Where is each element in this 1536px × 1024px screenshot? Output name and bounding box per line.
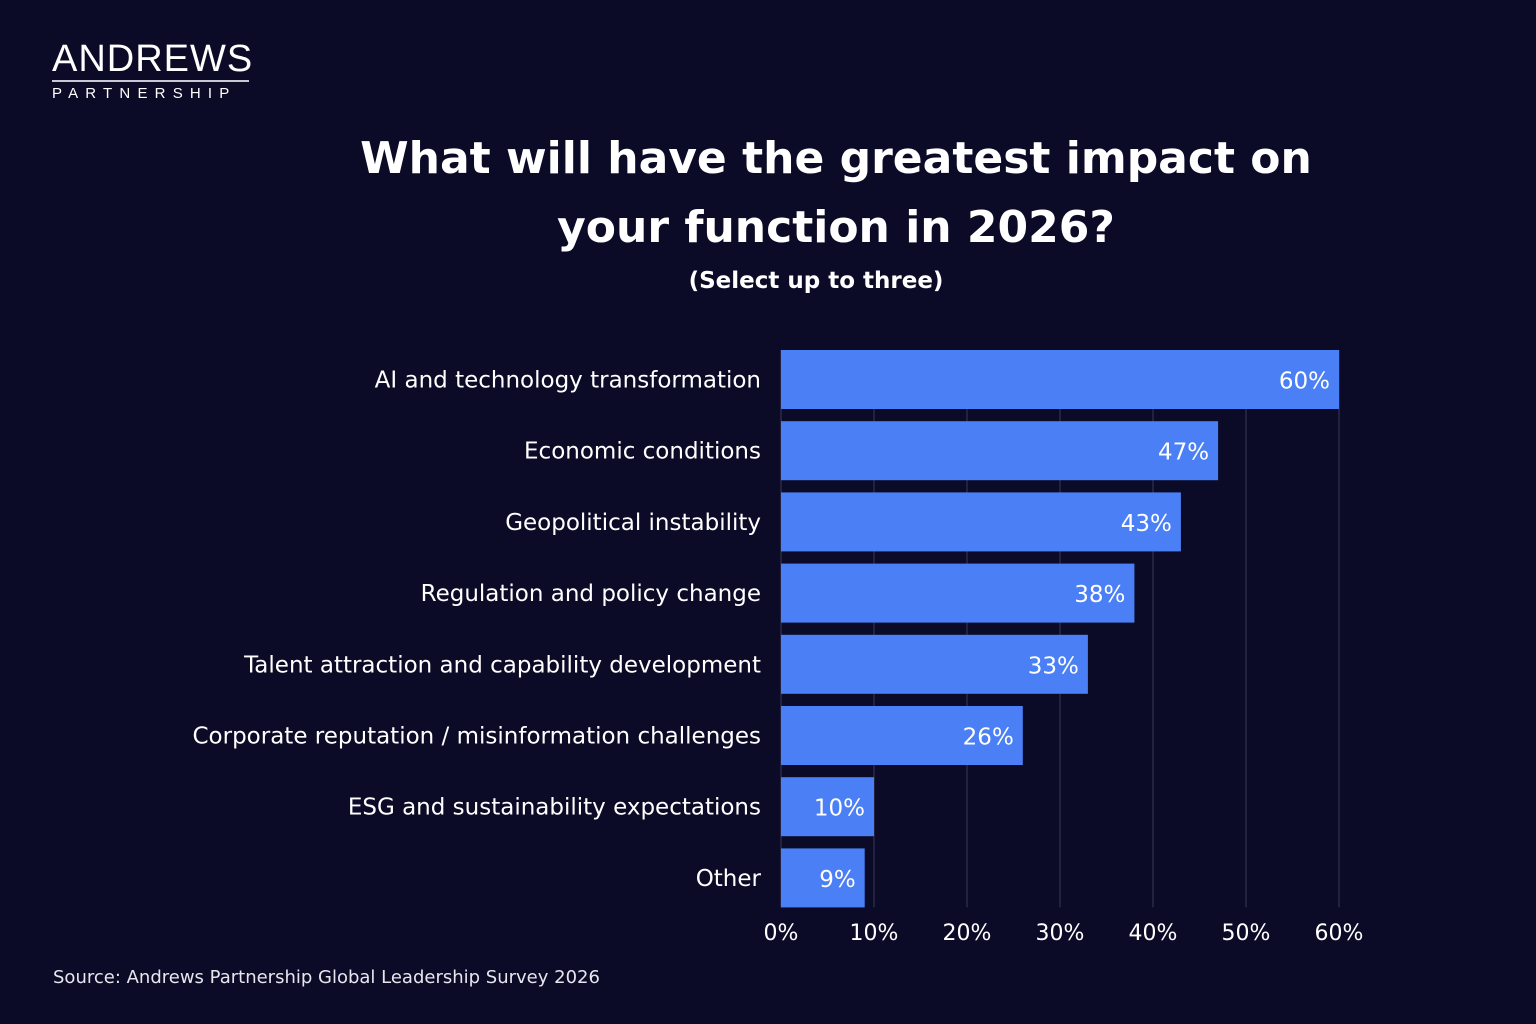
category-label: Talent attraction and capability develop… [243,652,761,678]
bar [781,848,865,908]
bar [781,350,1339,409]
data-label: 38% [1074,582,1125,608]
category-label: Economic conditions [524,439,761,465]
data-label: 47% [1158,440,1209,466]
x-tick-label: 60% [1315,921,1364,946]
data-label: 26% [963,725,1014,751]
chart-subtitle: (Select up to three) [688,268,944,294]
bar [781,421,1219,481]
category-label: Other [696,866,762,892]
data-label: 43% [1121,511,1172,537]
category-label: Geopolitical instability [505,510,761,536]
data-label: 9% [819,867,856,893]
chart-title: What will have the greatest impact on yo… [360,133,1312,253]
category-label: AI and technology transformation [375,368,761,394]
category-label: Corporate reputation / misinformation ch… [193,724,762,750]
logo-main-text: ANDREWS [52,38,254,80]
x-tick-label: 10% [850,921,899,946]
data-label: 33% [1028,653,1079,679]
x-tick-label: 40% [1129,921,1178,946]
bar [781,777,874,837]
x-tick-label: 0% [764,921,799,946]
x-tick-label: 30% [1036,921,1085,946]
category-label: Regulation and policy change [421,581,761,607]
bar [781,706,1023,765]
category-label: ESG and sustainability expectations [348,795,761,821]
data-label: 60% [1279,369,1330,395]
x-tick-label: 20% [943,921,992,946]
logo-sub-text: PARTNERSHIP [52,85,237,102]
bar [781,492,1181,552]
bar [781,563,1135,623]
source-note: Source: Andrews Partnership Global Leade… [53,967,600,988]
data-label: 10% [814,796,865,822]
x-tick-label: 50% [1222,921,1271,946]
logo-divider [52,80,249,82]
bar [781,634,1088,694]
logo: ANDREWS PARTNERSHIP [52,40,252,102]
